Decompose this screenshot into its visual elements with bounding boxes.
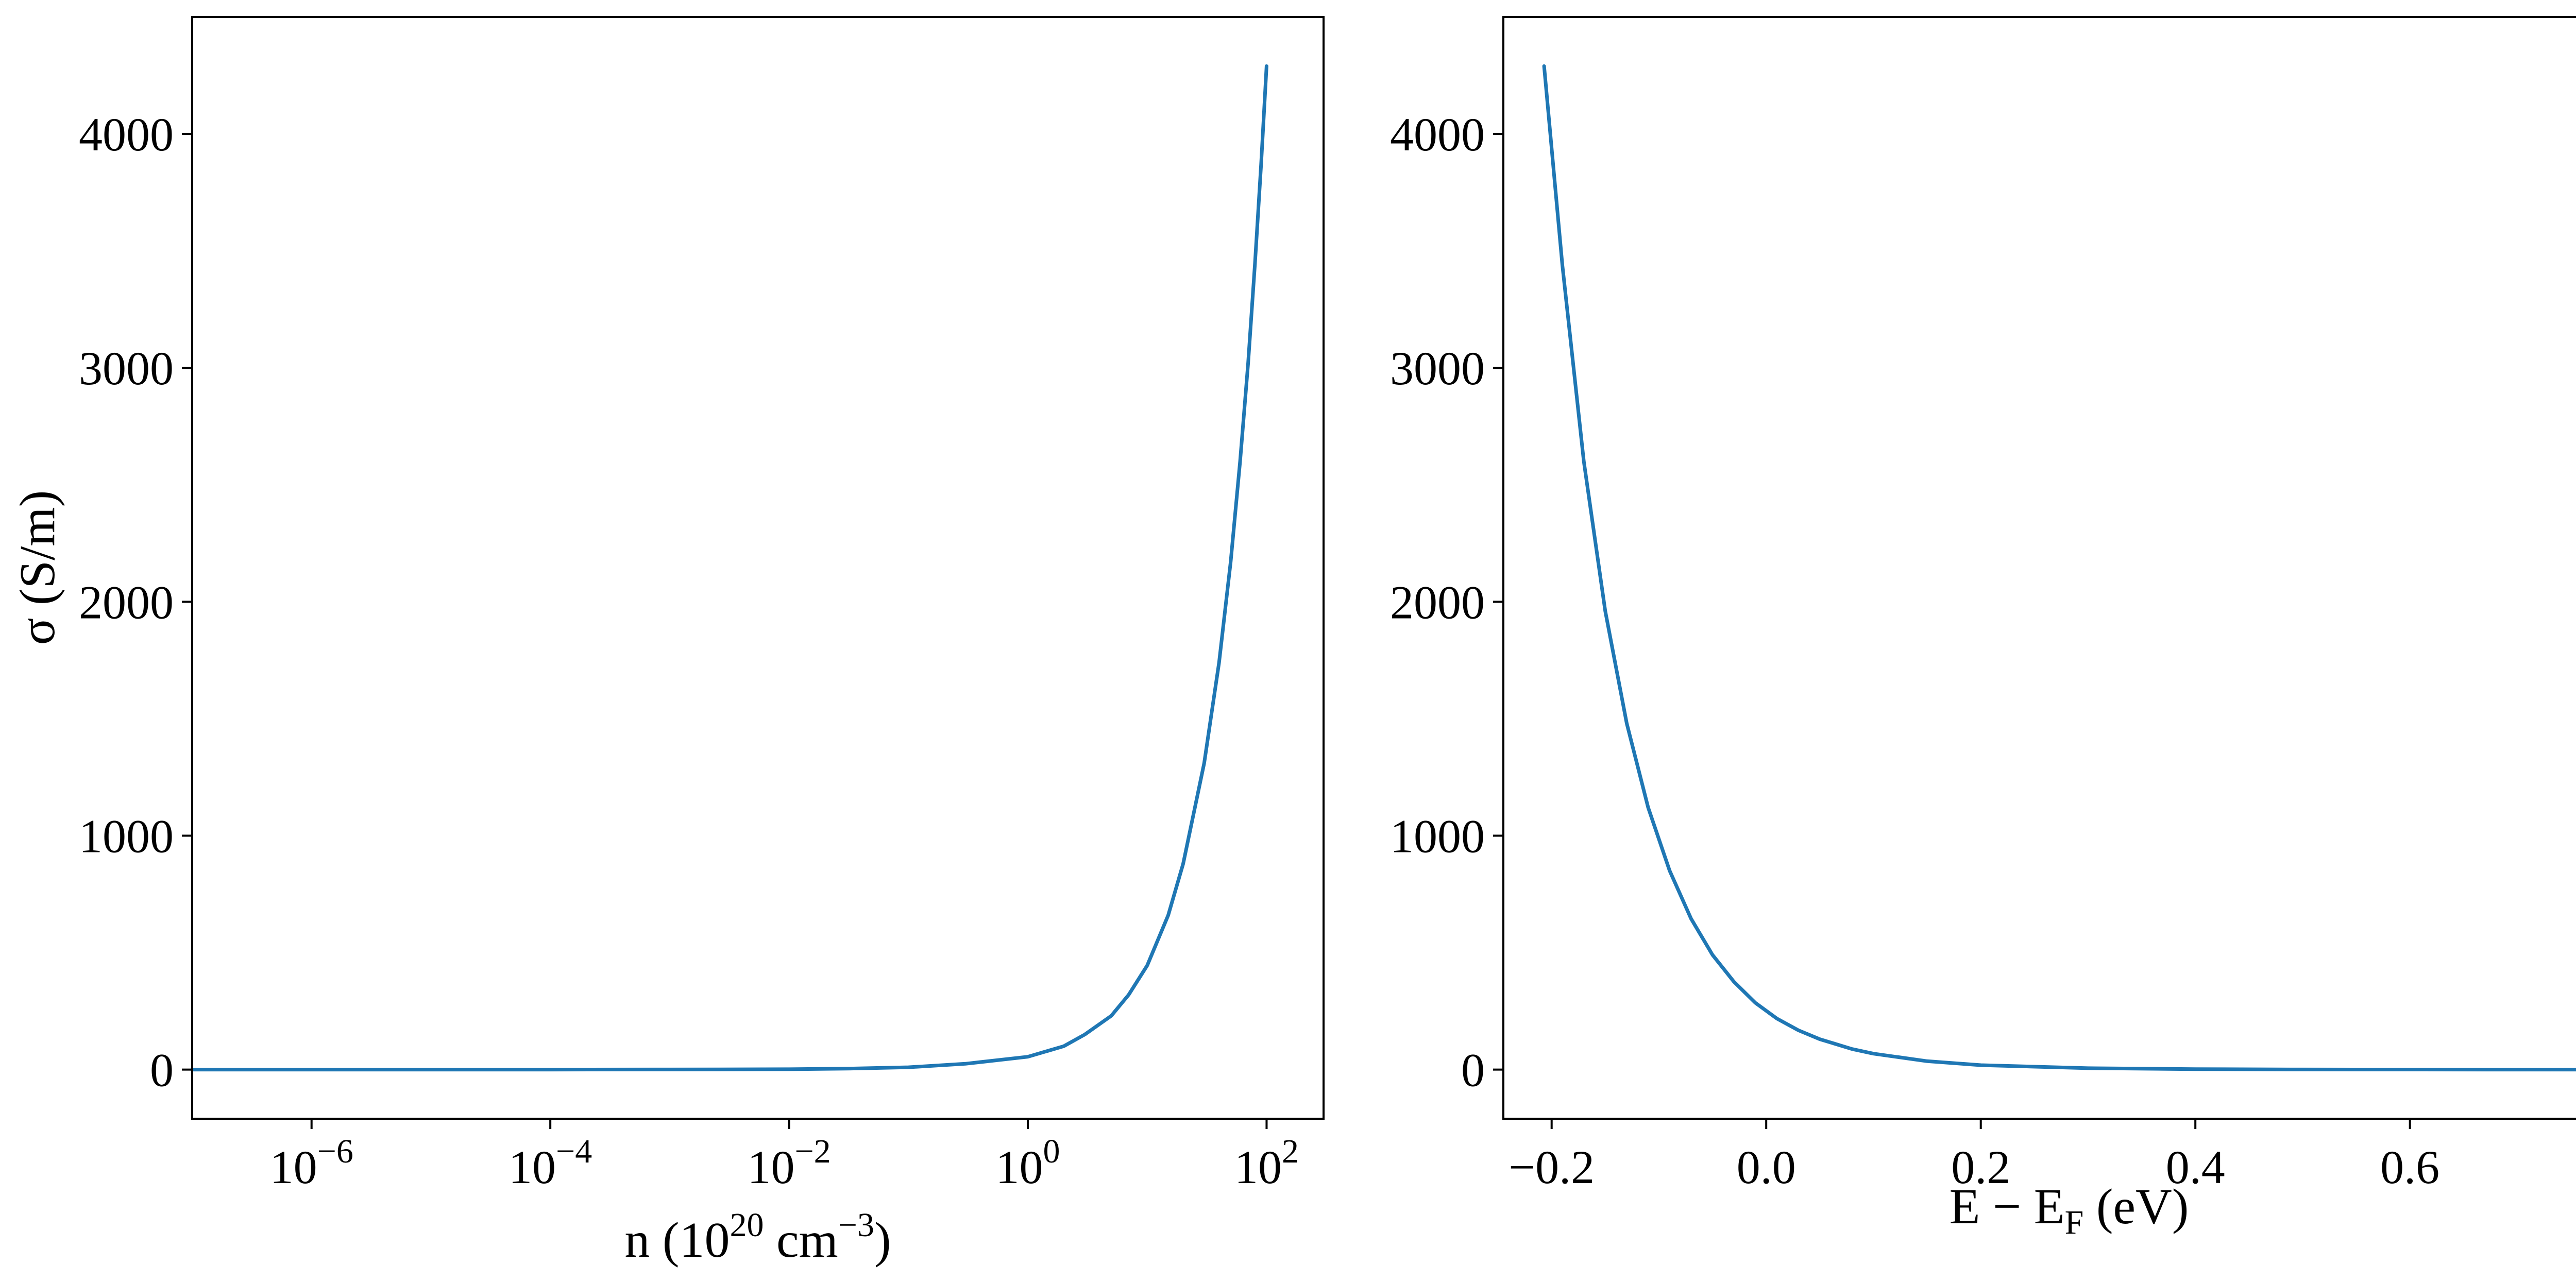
left-x-tick-label: 102 [1234,1133,1299,1193]
right-x-axis-label: E − EF (eV) [1950,1179,2189,1241]
left-y-ticks: 0 1000 2000 3000 4000 [79,108,192,1097]
left-y-tick-label: 4000 [79,108,174,161]
right-y-tick-label: 3000 [1390,342,1485,395]
right-y-tick-label: 4000 [1390,108,1485,161]
left-x-tick-label: 100 [996,1133,1060,1193]
left-y-tick-label: 3000 [79,342,174,395]
left-x-tick-label: 10−4 [509,1133,592,1193]
right-y-ticks: 0 1000 2000 3000 4000 [1390,108,1503,1097]
right-plot-frame [1502,16,2576,1120]
right-x-tick-label: 0.0 [1737,1141,1796,1193]
right-y-tick-label: 2000 [1390,576,1485,628]
left-x-tick-label: 10−2 [747,1133,831,1193]
right-y-tick-label: 0 [1461,1044,1485,1097]
left-y-tick-label: 1000 [79,810,174,862]
right-x-ticks: −0.20.00.20.40.60.8 [1509,1119,2439,1193]
right-series-lines [1542,64,2576,1072]
right-x-tick-label: −0.2 [1509,1141,1595,1193]
left-plot-frame [191,16,1325,1120]
left-y-tick-label: 2000 [79,576,174,628]
right-x-tick-label: 0.6 [2380,1141,2439,1193]
right-x-tick-label: 0.4 [2166,1141,2225,1193]
left-chart-panel: 10−6 10−4 10−2 100 102 0 1000 2000 3000 4000 n (… [10,16,1325,1268]
left-y-axis-label: σ (S/m) [10,490,65,645]
left-x-ticks: 10−6 10−4 10−2 100 102 [270,1119,1299,1193]
left-series-line-0 [190,64,1268,1072]
left-x-tick-label: 10−6 [270,1133,353,1193]
right-x-tick-label: 0.2 [1951,1141,2010,1193]
left-series-lines [190,64,1268,1072]
left-y-tick-label: 0 [150,1044,174,1097]
left-x-axis-label: n (1020 cm−3) [624,1206,891,1268]
right-series-line-0 [1542,64,2576,1072]
right-y-tick-label: 1000 [1390,810,1485,862]
